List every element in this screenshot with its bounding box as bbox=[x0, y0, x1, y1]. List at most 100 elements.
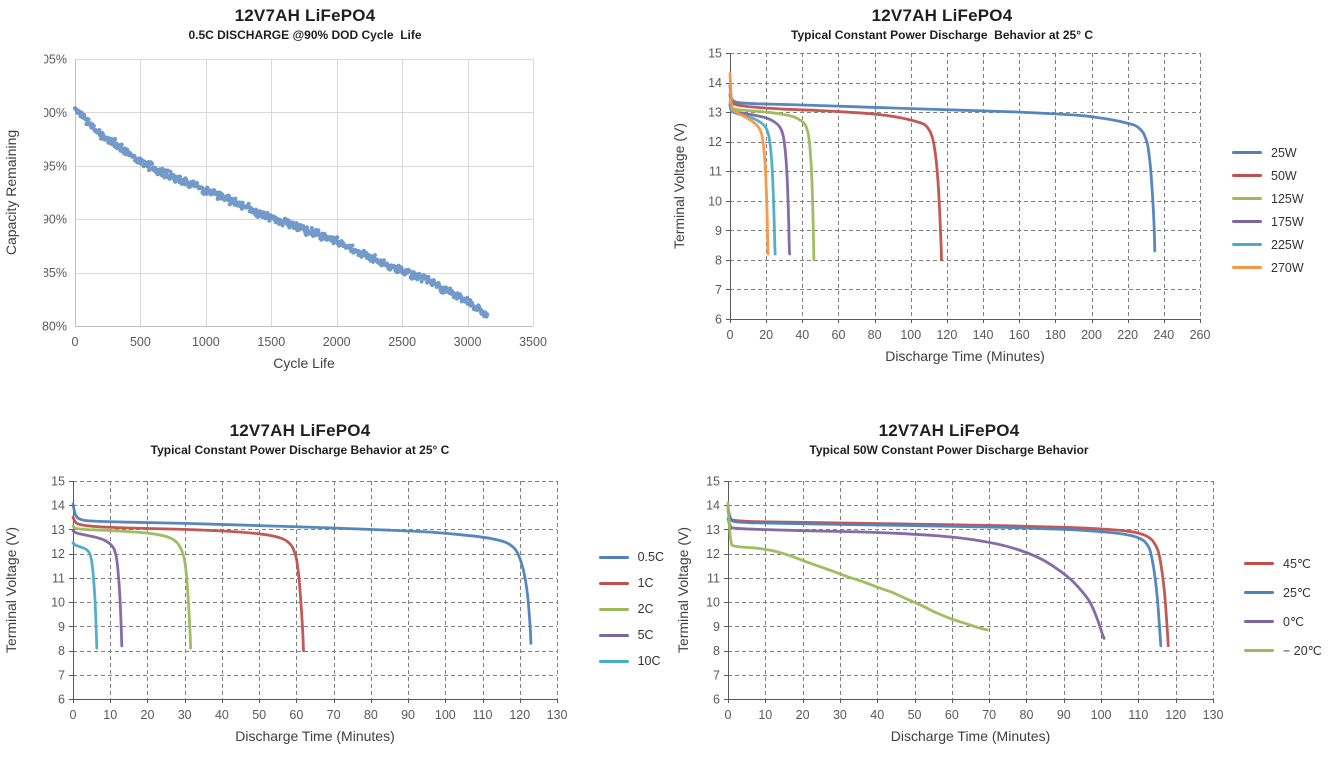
legend-item-−20℃: − 20℃ bbox=[1244, 643, 1322, 658]
x-tick-label: 120 bbox=[936, 328, 957, 342]
x-tick-label: 10 bbox=[758, 708, 772, 722]
chart-subtitle: Typical 50W Constant Power Discharge Beh… bbox=[809, 443, 1089, 457]
legend: 45℃ 25℃ 0℃ − 20℃ bbox=[1244, 474, 1322, 740]
x-tick-label: 3500 bbox=[519, 335, 547, 349]
legend-label: 270W bbox=[1271, 260, 1304, 275]
legend-swatch bbox=[598, 633, 629, 637]
y-tick-label: 12 bbox=[51, 547, 65, 561]
legend-swatch bbox=[598, 659, 629, 663]
y-tick-label: 6 bbox=[715, 313, 722, 327]
constant-power-25c-watts-plot: 0 20 40 60 80 100 120 140 160 180 200 220 240 260 6 7 8 9… bbox=[671, 47, 1210, 365]
chart-body: 0 20 40 60 80 100 120 140 160 180 200 220 240 260 6 7 8 9… bbox=[664, 42, 1328, 372]
chart-panel-constant-power-25c-watts: 12V7AH LiFePO4 Typical Constant Power Di… bbox=[664, 0, 1328, 405]
y-tick-label: 13 bbox=[706, 523, 720, 537]
x-tick-label: 110 bbox=[1128, 708, 1148, 722]
x-tick-label: 50 bbox=[908, 708, 922, 722]
x-tick-label: 60 bbox=[832, 328, 846, 342]
x-tick-label: 0 bbox=[725, 708, 732, 722]
y-tick-label: 10 bbox=[51, 596, 65, 610]
legend-swatch bbox=[598, 607, 629, 611]
y-tick-label: 10 bbox=[708, 194, 722, 208]
legend-item-225W: 225W bbox=[1232, 238, 1304, 252]
y-tick-label: 10 bbox=[706, 596, 720, 610]
series-line-25W bbox=[728, 84, 1157, 253]
y-tick-label: 13 bbox=[51, 523, 65, 537]
chart-panel-cycle-life: 12V7AH LiFePO4 0.5C DISCHARGE @90% DOD C… bbox=[0, 0, 664, 405]
legend-swatch bbox=[1232, 174, 1262, 177]
x-tick-label: 80 bbox=[1020, 708, 1034, 722]
chart-title: 12V7AH LiFePO4 bbox=[234, 6, 376, 25]
legend-item-270W: 270W bbox=[1232, 261, 1304, 275]
constant-power-25c-crate-plot: 0 10 20 30 40 50 60 70 80 90 100 110 120 130 6 7 8 9 10 11 1… bbox=[3, 475, 567, 745]
x-tick-label: 40 bbox=[215, 708, 229, 722]
legend-swatch bbox=[598, 581, 629, 585]
series-line-125W bbox=[728, 100, 816, 262]
legend-label: 125W bbox=[1271, 191, 1304, 206]
y-tick-label: 11 bbox=[52, 571, 65, 585]
x-tick-label: 3000 bbox=[454, 335, 482, 349]
series-line-5C bbox=[71, 529, 124, 648]
series-line-2C bbox=[71, 524, 192, 650]
x-tick-label: 130 bbox=[1203, 708, 1224, 722]
x-tick-label: 30 bbox=[178, 708, 192, 722]
y-tick-label: 8 bbox=[715, 253, 722, 267]
legend-swatch bbox=[1244, 562, 1274, 565]
y-tick-label: 95% bbox=[42, 159, 67, 173]
scatter-band-capacity-remaining bbox=[72, 106, 490, 319]
legend-swatch bbox=[1232, 151, 1262, 154]
legend-label: 0℃ bbox=[1283, 615, 1304, 629]
y-tick-label: 7 bbox=[58, 668, 65, 682]
chart-subtitle: Typical Constant Power Discharge Behavio… bbox=[791, 28, 1093, 42]
x-tick-label: 220 bbox=[1117, 328, 1138, 342]
x-tick-label: 120 bbox=[509, 708, 530, 722]
y-tick-label: 90% bbox=[42, 213, 67, 227]
x-tick-label: 0 bbox=[727, 328, 734, 342]
x-tick-label: 140 bbox=[973, 328, 994, 342]
chart-subtitle: 0.5C DISCHARGE @90% DOD Cycle Life bbox=[188, 28, 422, 42]
legend-label: 2C bbox=[637, 602, 654, 616]
x-tick-label: 90 bbox=[1057, 708, 1071, 722]
legend-item-1C: 1C bbox=[598, 576, 664, 590]
legend-swatch bbox=[1244, 620, 1274, 623]
x-tick-label: 70 bbox=[327, 708, 341, 722]
y-axis-title: Capacity Remaining bbox=[3, 130, 19, 255]
y-axis-title: Terminal Voltage (V) bbox=[3, 527, 19, 653]
legend-label: 5C bbox=[637, 628, 654, 642]
legend-item-25W: 25W bbox=[1232, 146, 1304, 160]
legend-label: 25℃ bbox=[1283, 586, 1311, 600]
legend-label: 50W bbox=[1271, 168, 1297, 183]
legend-label: 175W bbox=[1271, 214, 1304, 229]
legend-label: − 20℃ bbox=[1283, 644, 1322, 658]
x-tick-label: 40 bbox=[795, 328, 809, 342]
legend-swatch bbox=[1232, 220, 1262, 223]
chart-title: 12V7AH LiFePO4 bbox=[878, 421, 1020, 440]
y-tick-label: 11 bbox=[707, 571, 720, 585]
y-tick-label: 14 bbox=[706, 499, 720, 513]
y-tick-label: 6 bbox=[58, 693, 65, 707]
x-tick-label: 40 bbox=[870, 708, 884, 722]
legend-swatch bbox=[1232, 243, 1262, 246]
chart-body: 0 10 20 30 40 50 60 70 80 90 100 110 120 130 6 7 8 9 10 11 1… bbox=[0, 457, 664, 747]
x-tick-label: 160 bbox=[1009, 328, 1030, 342]
y-axis-title: Terminal Voltage (V) bbox=[675, 527, 691, 653]
x-tick-label: 1500 bbox=[257, 335, 285, 349]
series-line-− 20℃ bbox=[726, 501, 989, 632]
y-tick-label: 12 bbox=[706, 547, 720, 561]
x-tick-label: 20 bbox=[759, 328, 773, 342]
x-tick-label: 60 bbox=[945, 708, 959, 722]
legend: 25W 50W 125W 175W 225W 270W bbox=[1232, 66, 1304, 354]
y-tick-label: 9 bbox=[715, 224, 722, 238]
y-tick-label: 6 bbox=[713, 693, 720, 707]
legend-item-50W: 50W bbox=[1232, 169, 1304, 183]
y-tick-label: 14 bbox=[708, 76, 722, 90]
y-tick-label: 9 bbox=[713, 620, 720, 634]
y-tick-label: 15 bbox=[708, 47, 722, 61]
x-tick-label: 30 bbox=[833, 708, 847, 722]
x-tick-label: 80 bbox=[868, 328, 882, 342]
y-tick-label: 12 bbox=[708, 135, 722, 149]
series-line-1C bbox=[71, 515, 305, 652]
legend-label: 25W bbox=[1271, 145, 1297, 160]
x-axis-title: Discharge Time (Minutes) bbox=[885, 348, 1045, 364]
x-tick-label: 20 bbox=[796, 708, 810, 722]
